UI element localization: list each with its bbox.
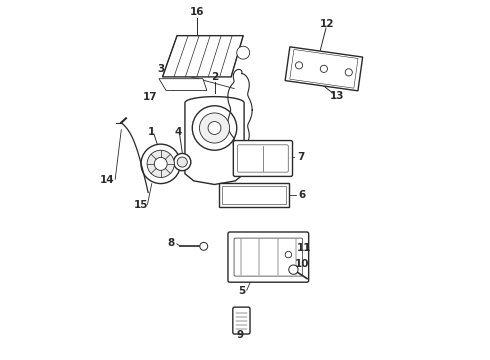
Bar	[222, 186, 286, 204]
Polygon shape	[185, 96, 244, 184]
Text: 8: 8	[168, 238, 175, 248]
Text: 2: 2	[211, 72, 218, 82]
Circle shape	[154, 157, 167, 170]
Circle shape	[237, 46, 250, 59]
FancyBboxPatch shape	[233, 140, 293, 176]
Polygon shape	[285, 47, 363, 91]
FancyBboxPatch shape	[233, 307, 250, 334]
Circle shape	[345, 69, 352, 76]
Text: 1: 1	[148, 127, 155, 136]
Text: 16: 16	[189, 7, 204, 17]
Text: 12: 12	[320, 19, 335, 29]
Circle shape	[200, 242, 208, 250]
FancyBboxPatch shape	[228, 232, 309, 282]
Circle shape	[320, 65, 327, 72]
Text: 11: 11	[296, 243, 311, 253]
Circle shape	[192, 106, 237, 150]
Text: 14: 14	[99, 175, 114, 185]
Polygon shape	[163, 36, 243, 77]
Circle shape	[141, 144, 180, 184]
Text: 7: 7	[297, 152, 304, 162]
Circle shape	[289, 265, 298, 274]
Circle shape	[177, 157, 187, 167]
Polygon shape	[159, 79, 207, 90]
Circle shape	[285, 251, 292, 258]
Text: 6: 6	[299, 190, 306, 200]
Circle shape	[173, 153, 191, 171]
Text: 13: 13	[330, 91, 344, 101]
Text: 5: 5	[238, 286, 245, 296]
Circle shape	[295, 62, 303, 69]
Text: 15: 15	[134, 200, 148, 210]
Text: 4: 4	[175, 127, 182, 136]
Circle shape	[147, 150, 174, 177]
Circle shape	[199, 113, 230, 143]
Text: 17: 17	[143, 92, 157, 102]
Text: 10: 10	[295, 259, 310, 269]
Text: 9: 9	[236, 330, 243, 340]
Bar	[219, 183, 289, 207]
Circle shape	[208, 122, 221, 134]
Text: 3: 3	[157, 64, 164, 74]
